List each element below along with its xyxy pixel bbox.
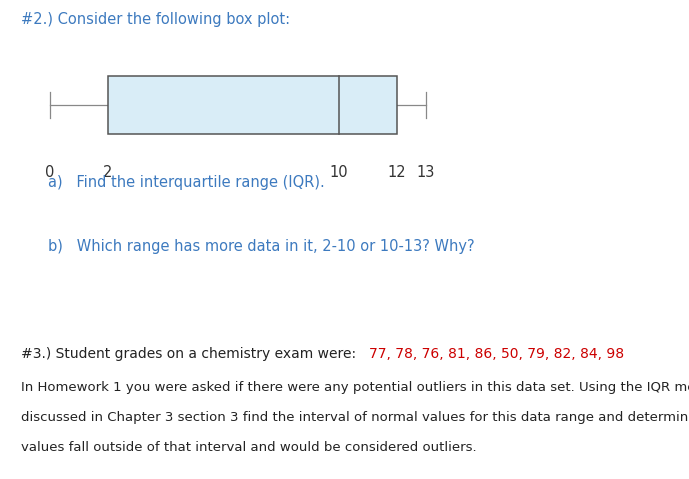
Text: values fall outside of that interval and would be considered outliers.: values fall outside of that interval and… <box>21 441 476 454</box>
Bar <box>108 77 397 135</box>
Text: In Homework 1 you were asked if there were any potential outliers in this data s: In Homework 1 you were asked if there we… <box>21 381 689 394</box>
Text: b)   Which range has more data in it, 2-10 or 10-13? Why?: b) Which range has more data in it, 2-10… <box>48 240 475 254</box>
Text: 77, 78, 76, 81, 86, 50, 79, 82, 84, 98: 77, 78, 76, 81, 86, 50, 79, 82, 84, 98 <box>369 347 624 361</box>
Text: discussed in Chapter 3 section 3 find the interval of normal values for this dat: discussed in Chapter 3 section 3 find th… <box>21 411 689 424</box>
Text: #2.) Consider the following box plot:: #2.) Consider the following box plot: <box>21 12 290 27</box>
Text: #3.) Student grades on a chemistry exam were:: #3.) Student grades on a chemistry exam … <box>21 347 356 361</box>
Text: a)   Find the interquartile range (IQR).: a) Find the interquartile range (IQR). <box>48 175 325 190</box>
